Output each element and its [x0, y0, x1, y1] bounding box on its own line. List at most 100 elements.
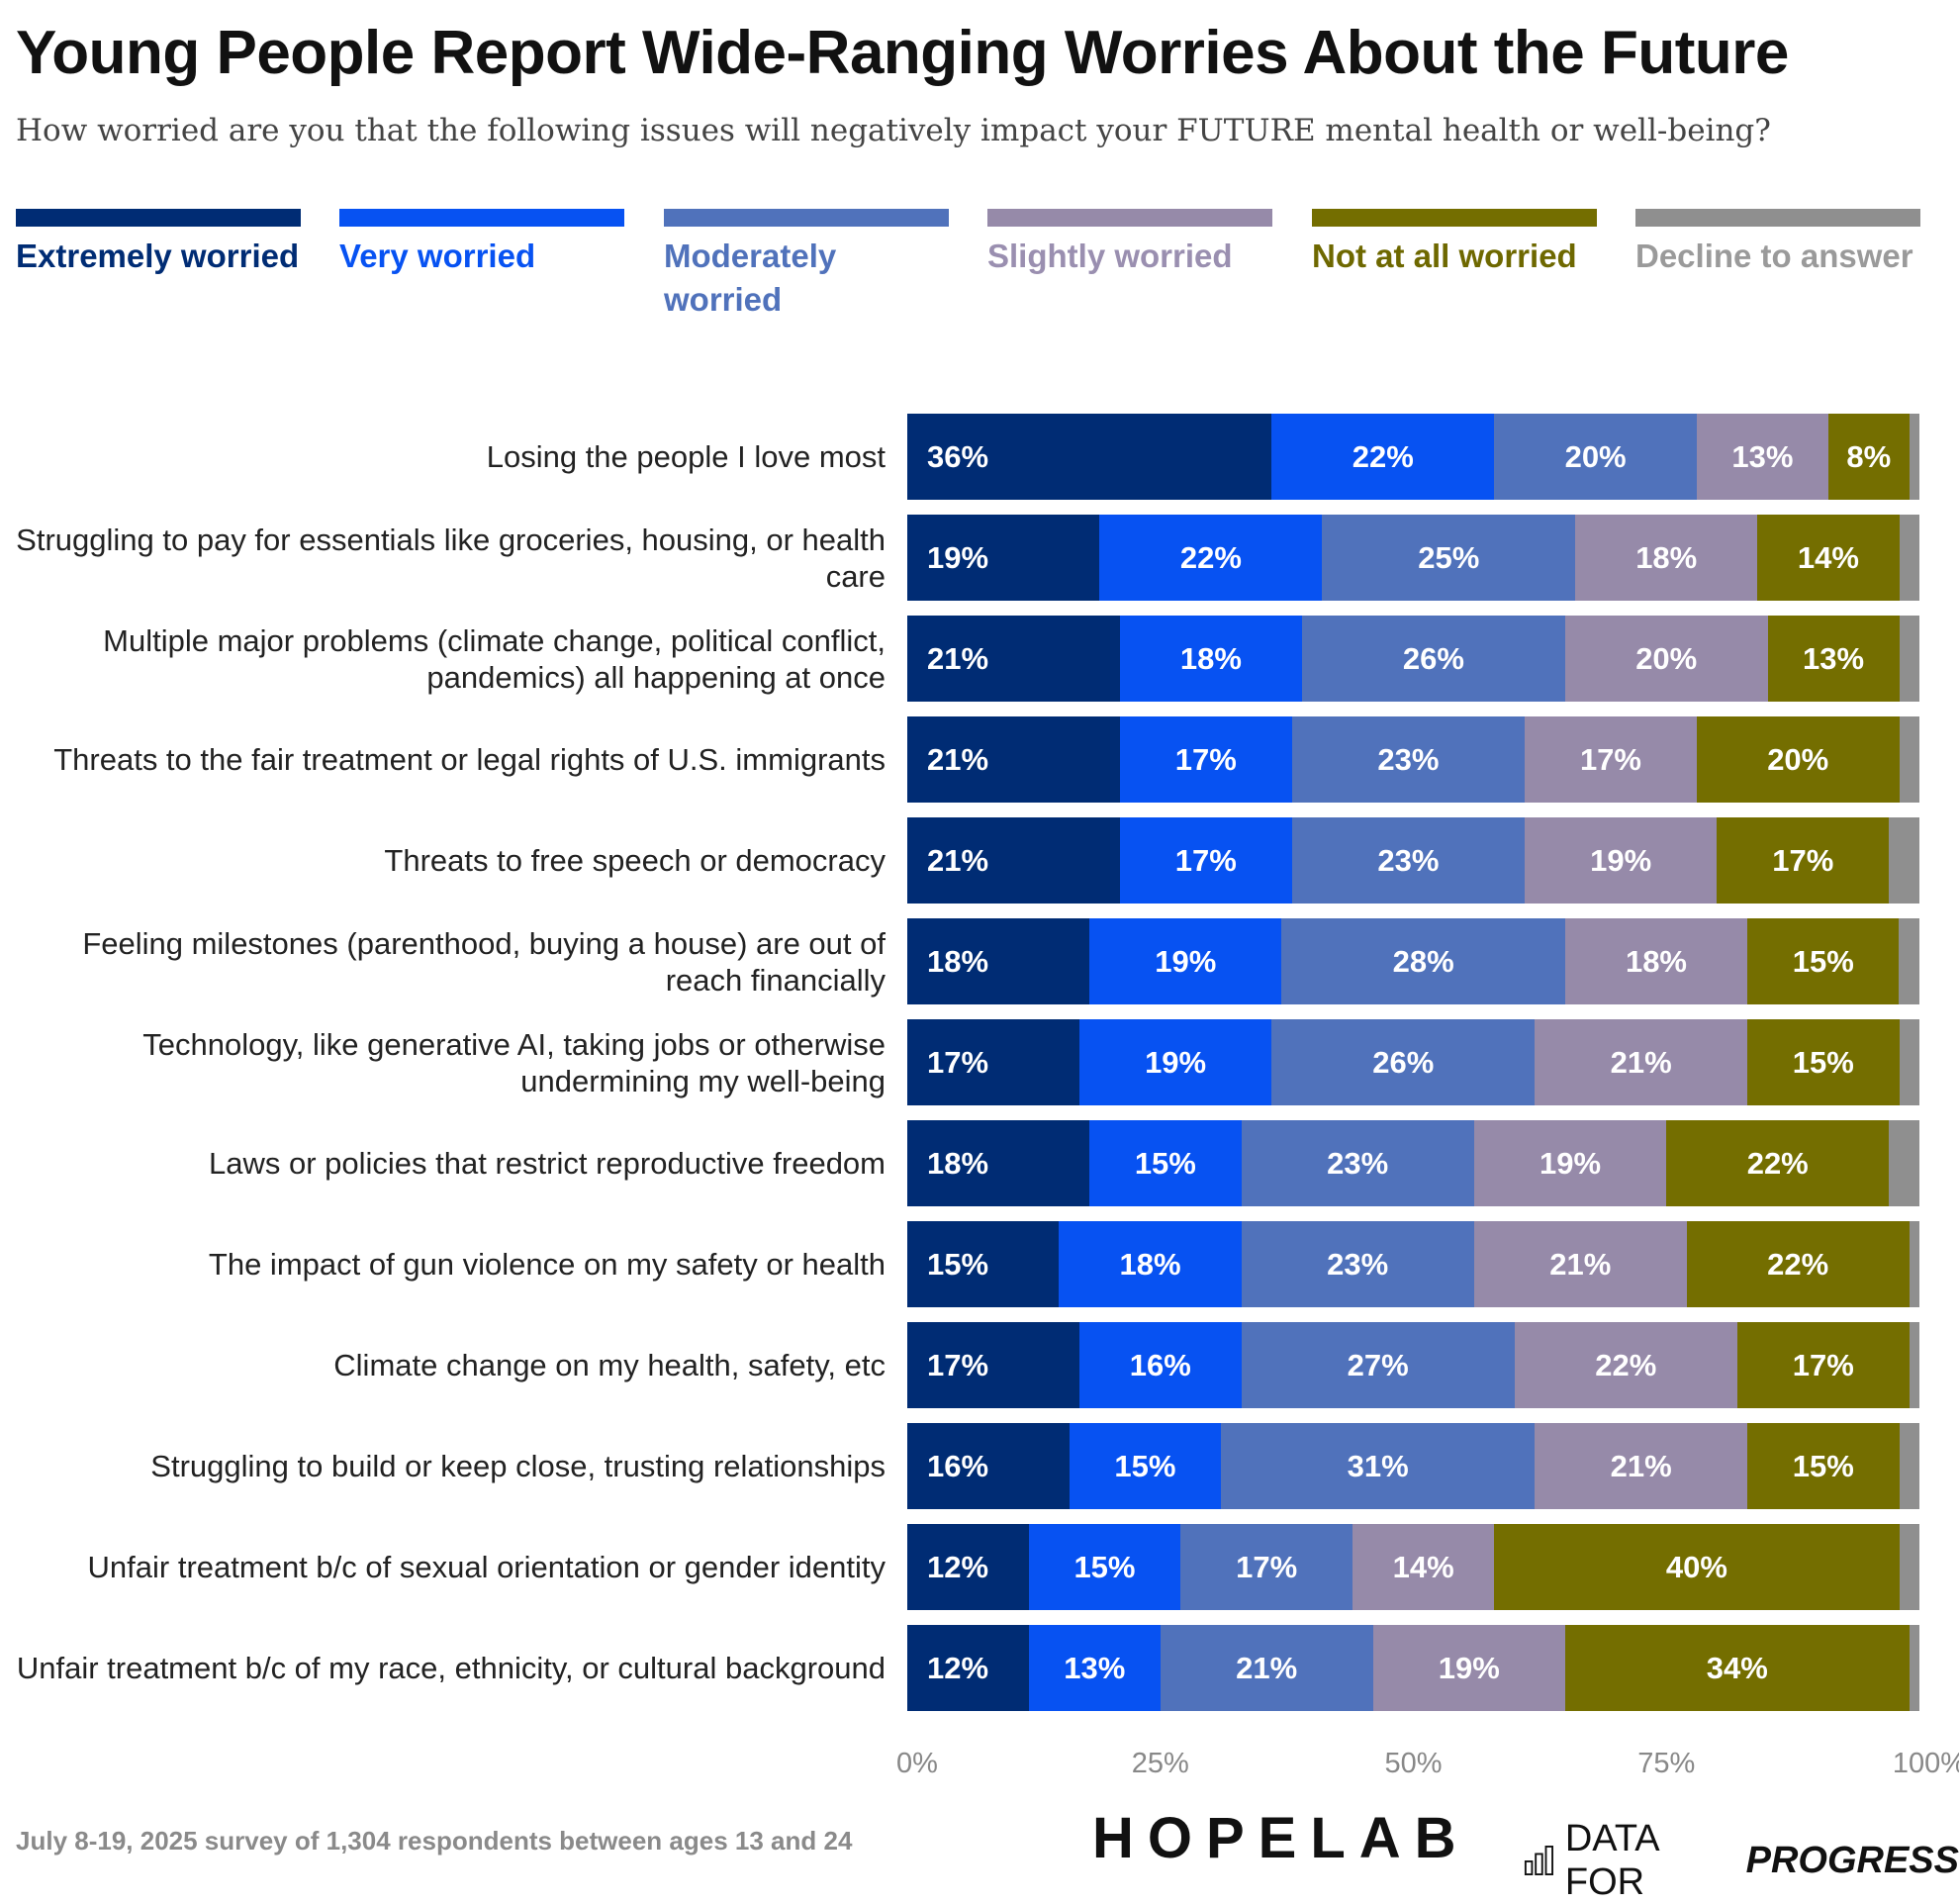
- bar-segment: 19%: [1372, 1625, 1565, 1711]
- bar-segment: 17%: [1180, 1524, 1353, 1610]
- legend-item: Not at all worried: [1312, 209, 1597, 278]
- bar-segment-decline: [1909, 1625, 1919, 1711]
- bar-segment: 34%: [1564, 1625, 1910, 1711]
- bar-segment: 18%: [907, 918, 1090, 1004]
- legend-label: Decline to answer: [1635, 238, 1913, 274]
- chart-subtitle: How worried are you that the following i…: [16, 113, 1771, 148]
- bar-segment: 17%: [907, 1322, 1079, 1408]
- bar-row: 15% 18% 23% 21% 22%: [907, 1221, 1919, 1307]
- category-label: Struggling to pay for essentials like gr…: [16, 522, 886, 594]
- bar-segment: 28%: [1281, 918, 1565, 1004]
- category-label: Unfair treatment b/c of sexual orientati…: [87, 1550, 886, 1584]
- bar-segment: 15%: [1089, 1120, 1242, 1206]
- bar-row: 16% 15% 31% 21% 15%: [907, 1423, 1919, 1509]
- bar-segment-decline: [1899, 918, 1919, 1004]
- bar-segment: 22%: [1686, 1221, 1910, 1307]
- legend-label: Moderately worried: [664, 238, 837, 318]
- category-label: Threats to free speech or democracy: [384, 843, 886, 878]
- legend-label: Not at all worried: [1312, 238, 1577, 274]
- bar-segment: 21%: [907, 616, 1120, 702]
- category-label: Multiple major problems (climate change,…: [103, 622, 886, 695]
- bar-segment: 13%: [1767, 616, 1900, 702]
- bar-segment: 21%: [1535, 1423, 1748, 1509]
- bar-segment-decline: [1899, 1423, 1919, 1509]
- category-label: Struggling to build or keep close, trust…: [150, 1449, 886, 1483]
- bar-row: 19% 22% 25% 18% 14%: [907, 515, 1919, 601]
- bar-segment: 17%: [1717, 817, 1890, 904]
- bar-segment-decline: [1909, 1221, 1919, 1307]
- x-tick-label: 50%: [1384, 1748, 1443, 1779]
- bar-segment: 18%: [907, 1120, 1090, 1206]
- bar-segment: 31%: [1221, 1423, 1536, 1509]
- bar-segment: 21%: [1160, 1625, 1373, 1711]
- bar-row: 18% 19% 28% 18% 15%: [907, 918, 1919, 1004]
- x-tick-label: 0%: [896, 1748, 938, 1779]
- bar-segment: 15%: [1069, 1423, 1222, 1509]
- legend-swatch: [339, 209, 624, 227]
- bar-segment: 25%: [1322, 515, 1576, 601]
- bar-segment: 12%: [907, 1625, 1029, 1711]
- bar-segment: 26%: [1271, 1019, 1536, 1105]
- x-tick-label: 100%: [1892, 1748, 1959, 1779]
- bar-segment: 20%: [1696, 716, 1900, 803]
- legend-swatch: [987, 209, 1272, 227]
- dfp-bold: PROGRESS: [1745, 1840, 1959, 1881]
- legend-swatch: [1312, 209, 1597, 227]
- bar-segment: 19%: [1089, 918, 1282, 1004]
- bar-segment: 13%: [1696, 414, 1828, 500]
- bar-segment: 16%: [1078, 1322, 1242, 1408]
- bar-segment: 21%: [1535, 1019, 1748, 1105]
- bar-row: 21% 17% 23% 19% 17%: [907, 817, 1919, 904]
- bar-row: 36% 22% 20% 13% 8%: [907, 414, 1919, 500]
- bar-segment: 22%: [1099, 515, 1323, 601]
- bar-segment-decline: [1899, 515, 1919, 601]
- chart-title: Young People Report Wide-Ranging Worries…: [16, 19, 1789, 87]
- bar-segment: 19%: [1078, 1019, 1272, 1105]
- hopelab-logo: HOPELAB: [1092, 1806, 1470, 1870]
- bar-segment: 23%: [1241, 1120, 1474, 1206]
- bar-segment: 23%: [1241, 1221, 1474, 1307]
- bar-segment-decline: [1899, 1524, 1919, 1610]
- bar-segment: 22%: [1666, 1120, 1890, 1206]
- data-for-progress-logo: DATA FOR PROGRESS: [1524, 1817, 1959, 1904]
- bar-segment: 21%: [1473, 1221, 1687, 1307]
- bar-segment: 17%: [1119, 716, 1292, 803]
- x-tick-label: 75%: [1637, 1748, 1696, 1779]
- bar-segment: 40%: [1494, 1524, 1900, 1610]
- legend-label: Slightly worried: [987, 238, 1233, 274]
- bar-segment: 27%: [1241, 1322, 1515, 1408]
- bar-segment-decline: [1899, 1019, 1919, 1105]
- bar-segment: 15%: [907, 1221, 1060, 1307]
- category-label: Laws or policies that restrict reproduct…: [208, 1146, 886, 1181]
- bar-segment: 15%: [1747, 1423, 1900, 1509]
- bar-segment: 18%: [1059, 1221, 1242, 1307]
- bar-segment: 14%: [1757, 515, 1900, 601]
- bar-segment-decline: [1909, 1322, 1919, 1408]
- legend-swatch: [1635, 209, 1920, 227]
- bar-row: 12% 13% 21% 19% 34%: [907, 1625, 1919, 1711]
- legend-item: Very worried: [339, 209, 624, 278]
- bar-segment: 16%: [907, 1423, 1070, 1509]
- bar-chart-icon: [1524, 1846, 1553, 1875]
- legend-item: Slightly worried: [987, 209, 1272, 278]
- bar-segment-decline: [1899, 716, 1919, 803]
- legend-swatch: [664, 209, 949, 227]
- dfp-light: DATA FOR: [1564, 1818, 1658, 1903]
- bar-segment: 15%: [1747, 918, 1900, 1004]
- category-label: Technology, like generative AI, taking j…: [142, 1026, 886, 1098]
- survey-note: July 8-19, 2025 survey of 1,304 responde…: [16, 1826, 853, 1856]
- bar-segment: 18%: [1119, 616, 1302, 702]
- bar-segment: 19%: [1473, 1120, 1667, 1206]
- bar-segment: 19%: [907, 515, 1100, 601]
- bar-segment: 22%: [1271, 414, 1495, 500]
- bar-segment: 17%: [1119, 817, 1292, 904]
- bar-segment-decline: [1889, 817, 1919, 904]
- bar-row: 21% 17% 23% 17% 20%: [907, 716, 1919, 803]
- bar-segment: 18%: [1575, 515, 1758, 601]
- bar-segment: 17%: [907, 1019, 1079, 1105]
- bar-segment: 21%: [907, 716, 1120, 803]
- bar-segment: 22%: [1514, 1322, 1737, 1408]
- bar-segment: 18%: [1564, 918, 1748, 1004]
- bar-segment: 23%: [1291, 817, 1526, 904]
- category-label: The impact of gun violence on my safety …: [208, 1247, 886, 1282]
